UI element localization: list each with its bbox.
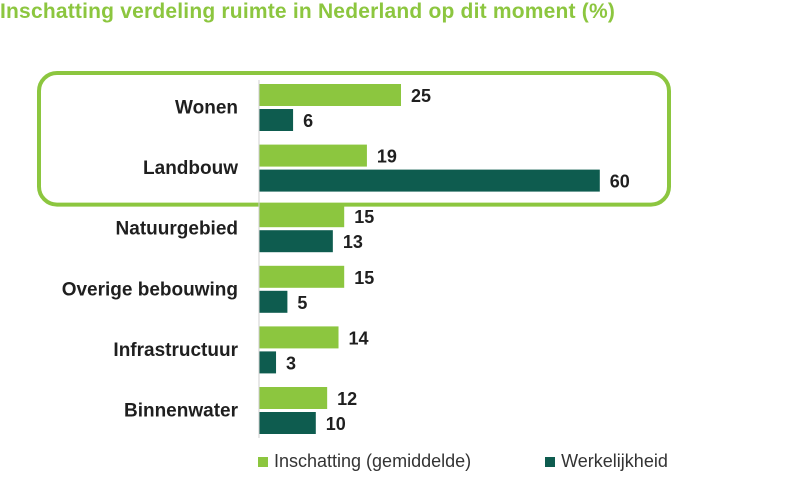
data-label-natuurgebied-estimate: 15	[354, 207, 374, 227]
bar-wonen-reality	[259, 109, 294, 131]
bar-infrastructuur-estimate	[259, 326, 339, 349]
legend-swatch-reality	[545, 456, 556, 467]
bar-natuurgebied-reality	[259, 230, 333, 253]
bar-natuurgebied-estimate	[259, 205, 345, 228]
data-label-overige-bebouwing-estimate: 15	[354, 268, 374, 288]
bar-landbouw-reality	[259, 169, 600, 192]
legend-item-estimate: Inschatting (gemiddelde)	[258, 451, 471, 472]
category-label-binnenwater: Binnenwater	[124, 401, 239, 422]
data-label-landbouw-reality: 60	[610, 172, 630, 192]
category-label-infrastructuur: Infrastructuur	[113, 340, 238, 361]
legend-swatch-estimate	[258, 456, 268, 467]
legend-item-reality: Werkelijkheid	[545, 451, 668, 472]
legend-label-estimate: Inschatting (gemiddelde)	[274, 451, 472, 471]
bar-overige-bebouwing-estimate	[259, 265, 345, 288]
data-label-overige-bebouwing-reality: 5	[297, 293, 307, 313]
bar-overige-bebouwing-reality	[259, 290, 288, 313]
bar-binnenwater-estimate	[259, 387, 328, 409]
data-label-infrastructuur-reality: 3	[286, 353, 296, 373]
data-label-binnenwater-reality: 10	[326, 414, 346, 434]
legend-label-reality: Werkelijkheid	[561, 451, 668, 471]
bar-landbouw-estimate	[259, 144, 367, 167]
bar-infrastructuur-reality	[259, 351, 277, 374]
category-label-natuurgebied: Natuurgebied	[116, 219, 238, 240]
chart-title: Inschatting verdeling ruimte in Nederlan…	[0, 0, 616, 23]
bar-wonen-estimate	[259, 84, 401, 106]
data-label-binnenwater-estimate: 12	[337, 389, 357, 409]
category-label-overige-bebouwing: Overige bebouwing	[62, 279, 238, 300]
bar-binnenwater-reality	[259, 412, 316, 434]
category-label-landbouw: Landbouw	[143, 158, 238, 179]
data-label-natuurgebied-reality: 13	[343, 232, 363, 252]
data-label-wonen-reality: 6	[303, 111, 313, 131]
data-label-wonen-estimate: 25	[411, 86, 431, 106]
data-label-landbouw-estimate: 19	[377, 147, 397, 167]
category-label-wonen: Wonen	[175, 98, 238, 119]
legend: Inschatting (gemiddelde) Werkelijkheid	[258, 451, 742, 472]
data-label-infrastructuur-estimate: 14	[349, 328, 369, 348]
highlight-frame	[37, 71, 671, 207]
